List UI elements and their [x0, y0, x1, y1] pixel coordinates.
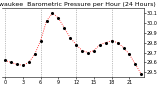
Point: [81, 50, 83, 51]
Point: [99, 44, 101, 45]
Point: [75, 44, 77, 45]
Point: [122, 47, 125, 48]
Point: [33, 54, 36, 55]
Point: [134, 64, 137, 65]
Point: [116, 42, 119, 43]
Point: [45, 20, 48, 22]
Point: [63, 27, 66, 29]
Point: [104, 42, 107, 43]
Point: [87, 52, 89, 53]
Point: [10, 62, 12, 63]
Title: Milwaukee  Barometric Pressure per Hour (24 Hours): Milwaukee Barometric Pressure per Hour (…: [0, 2, 156, 7]
Point: [16, 64, 18, 65]
Point: [110, 40, 113, 41]
Point: [140, 74, 143, 75]
Point: [57, 17, 60, 19]
Point: [128, 54, 131, 55]
Point: [22, 65, 24, 66]
Point: [28, 62, 30, 63]
Point: [51, 12, 54, 14]
Point: [69, 37, 72, 38]
Point: [93, 50, 95, 51]
Point: [39, 40, 42, 41]
Point: [4, 60, 6, 61]
